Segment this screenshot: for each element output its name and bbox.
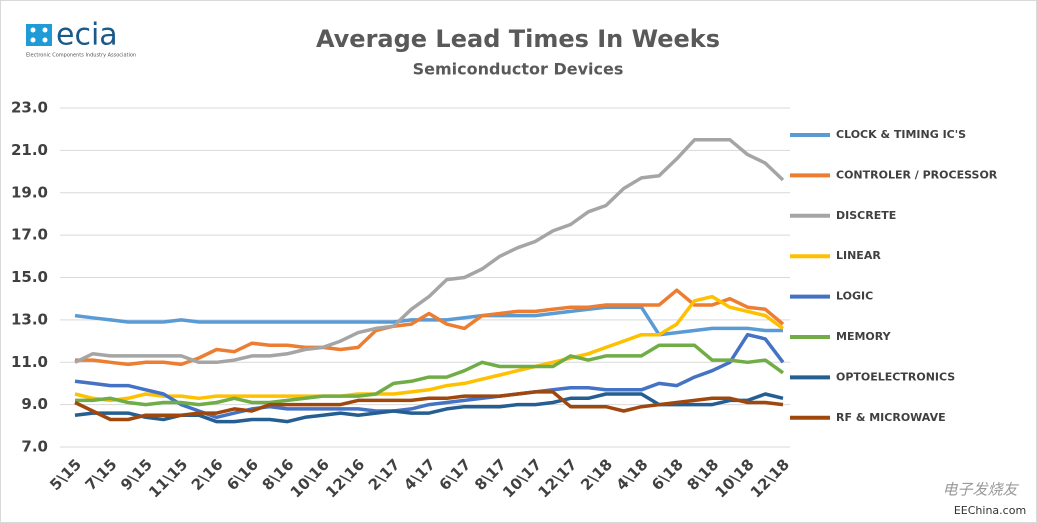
series-line (74, 305, 783, 337)
y-tick-label: 7.0 (21, 438, 48, 456)
legend-label: LINEAR (836, 249, 881, 262)
y-tick-label: 9.0 (21, 395, 48, 413)
logo-text: ecia (56, 18, 118, 53)
logo-icon (26, 24, 52, 46)
y-tick-label: 11.0 (11, 353, 48, 371)
chart-title: Average Lead Times In Weeks (316, 25, 720, 53)
series-line (74, 390, 784, 422)
legend-label: RF & MICROWAVE (836, 411, 946, 424)
legend-label: CONTROLER / PROCESSOR (836, 168, 998, 181)
chart-subtitle: Semiconductor Devices (413, 60, 624, 79)
legend-label: LOGIC (836, 290, 873, 303)
legend-label: OPTOELECTRONICS (836, 370, 955, 383)
legend-label: CLOCK & TIMING IC'S (836, 128, 966, 141)
series-line (74, 138, 785, 365)
y-tick-label: 19.0 (11, 183, 48, 201)
legend-label: DISCRETE (836, 209, 896, 222)
y-tick-label: 15.0 (11, 268, 48, 286)
y-tick-label: 23.0 (11, 99, 48, 117)
watermark: EEChina.com (954, 504, 1026, 517)
series-line (74, 332, 785, 420)
legend-label: MEMORY (836, 330, 892, 343)
logo-subtitle: Electronic Components Industry Associati… (26, 53, 136, 59)
y-tick-label: 13.0 (11, 310, 48, 328)
watermark: 电子发烧友 (942, 481, 1019, 499)
series-line (75, 343, 785, 407)
series-line (74, 294, 785, 403)
y-tick-label: 17.0 (11, 226, 48, 244)
y-tick-label: 21.0 (11, 141, 48, 159)
